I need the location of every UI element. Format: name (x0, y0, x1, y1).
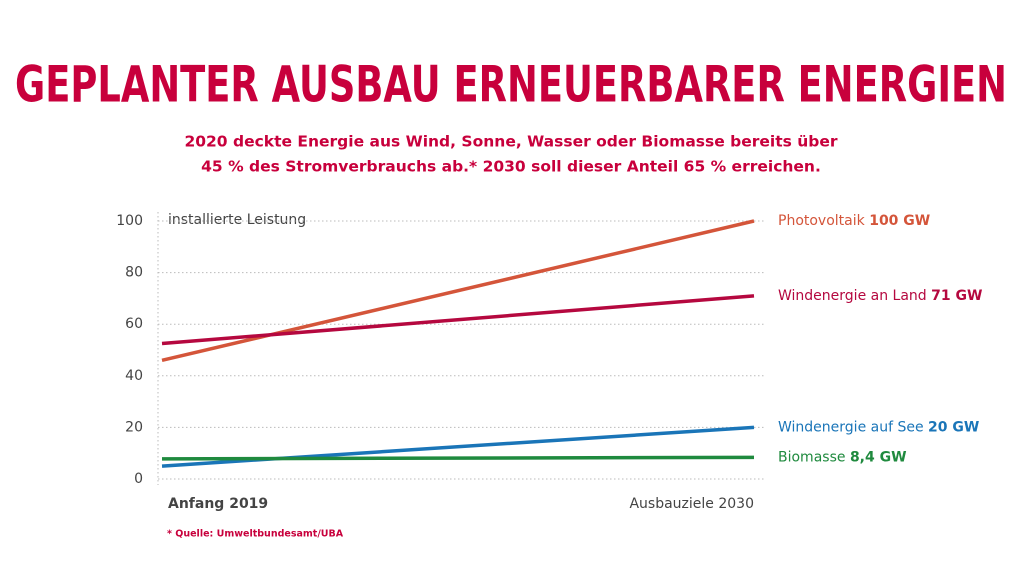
legend-entry: Windenergie an Land (778, 288, 927, 304)
x-tick-label: Anfang 2019 (168, 496, 268, 512)
subtitle: 45 % des Stromverbrauchs ab.* 2030 soll … (201, 158, 821, 176)
y-tick-label: 80 (125, 265, 143, 281)
series-line (161, 294, 755, 346)
footnote: * Quelle: Umweltbundesamt/UBA (167, 529, 344, 540)
chart-title: GEPLANTER AUSBAU ERNEUERBARER ENERGIEN (15, 56, 1007, 114)
subtitle: 2020 deckte Energie aus Wind, Sonne, Was… (184, 133, 837, 151)
legend-entry: Photovoltaik (778, 213, 866, 229)
series-label: Biomasse 8,4 GW (778, 449, 907, 465)
series-line (161, 455, 755, 461)
value-label: 8,4 GW (850, 449, 907, 465)
legend-entry: Biomasse (778, 449, 845, 465)
value-label: 71 GW (931, 288, 982, 304)
y-tick-label: 100 (116, 213, 143, 229)
y-tick-label: 0 (134, 471, 143, 487)
series-label: Windenergie auf See 20 GW (778, 419, 979, 435)
y-axis-label: installierte Leistung (168, 212, 306, 228)
series-label: Photovoltaik 100 GW (778, 213, 930, 229)
series-label: Windenergie an Land 71 GW (778, 288, 982, 304)
y-tick-label: 60 (125, 316, 143, 332)
y-tick-label: 20 (125, 419, 143, 435)
value-label: 100 GW (869, 213, 930, 229)
legend-entry: Windenergie auf See (778, 419, 924, 435)
series-line (161, 219, 755, 363)
value-label: 20 GW (928, 419, 979, 435)
y-tick-label: 40 (125, 368, 143, 384)
x-tick-label: Ausbauziele 2030 (629, 496, 754, 512)
